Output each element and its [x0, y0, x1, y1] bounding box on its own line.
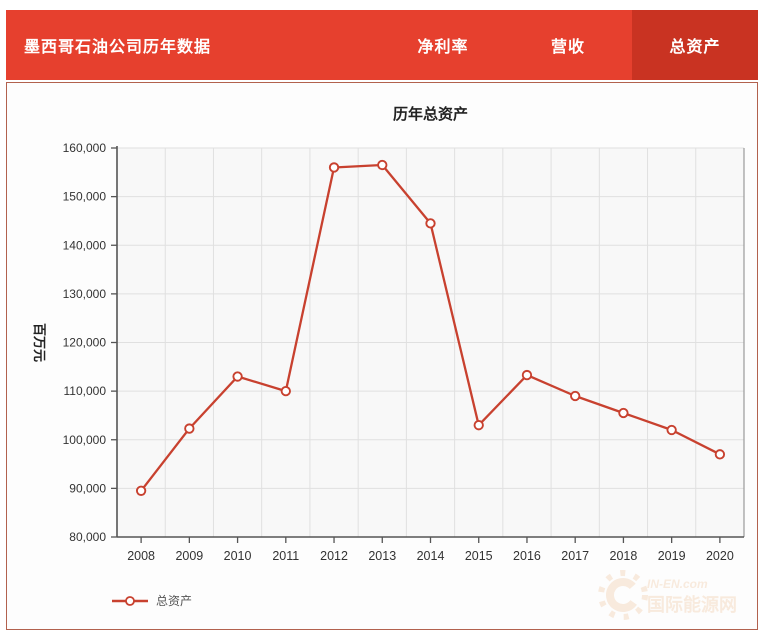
x-tick-label: 2019 [658, 549, 686, 563]
data-point-2009[interactable] [184, 423, 195, 434]
main-card: 墨西哥石油公司历年数据 净利率 营收 总资产 历年总资产 80,000 90,00… [6, 10, 758, 630]
data-point-2016[interactable] [521, 369, 533, 381]
x-tick-label: 2018 [610, 549, 638, 563]
app-header: 墨西哥石油公司历年数据 净利率 营收 总资产 [6, 10, 758, 80]
x-tick-label: 2014 [417, 549, 445, 563]
legend-label: 总资产 [156, 594, 193, 608]
y-axis-title: 百万元 [32, 323, 47, 362]
tab-revenue[interactable]: 营收 [550, 39, 585, 56]
y-tick-label: 130,000 [63, 287, 107, 301]
x-tick-label: 2009 [175, 549, 203, 563]
y-tick-label: 140,000 [63, 238, 107, 252]
app-title: 墨西哥石油公司历年数据 [24, 39, 212, 56]
data-point-2012[interactable] [328, 162, 340, 173]
x-tick-label: 2015 [465, 549, 493, 563]
chart-title: 历年总资产 [392, 106, 468, 123]
data-point-2020[interactable] [714, 449, 726, 460]
tab-net-margin[interactable]: 净利率 [417, 39, 469, 56]
data-point-2018[interactable] [618, 407, 629, 419]
chart-panel: 历年总资产 80,000 90,000 100,000 110,000 120,000 1… [6, 82, 758, 630]
data-point-2010[interactable] [232, 371, 243, 382]
x-tick-label: 2013 [368, 549, 396, 563]
y-tick-label: 80,000 [69, 530, 106, 544]
y-tick-label: 150,000 [63, 190, 107, 204]
y-tick-label: 110,000 [64, 384, 107, 398]
data-point-2019[interactable] [666, 424, 677, 436]
data-point-2008[interactable] [135, 485, 147, 496]
data-point-2017[interactable] [570, 390, 581, 402]
y-tick-label: 100,000 [63, 433, 107, 447]
y-tick-label: 90,000 [69, 481, 106, 495]
x-tick-label: 2010 [224, 549, 252, 563]
x-tick-label: 2016 [513, 549, 541, 563]
total-assets-line-chart: 80,000 90,000 100,000 110,000 120,000 130,000… [32, 141, 745, 563]
tab-total-assets[interactable]: 总资产 [632, 10, 758, 80]
y-tick-label: 120,000 [63, 336, 107, 350]
legend-item-total-assets[interactable]: 总资产 [111, 592, 192, 609]
data-point-2015[interactable] [473, 420, 484, 431]
x-tick-label: 2012 [320, 549, 348, 563]
x-tick-label: 2017 [561, 549, 589, 563]
data-point-2014[interactable] [425, 218, 436, 229]
x-tick-label: 2008 [127, 549, 155, 563]
legend-line-marker-icon [112, 595, 148, 606]
x-tick-label: 2011 [272, 549, 299, 563]
x-tick-label: 2020 [706, 549, 734, 563]
y-tick-label: 160,000 [63, 141, 107, 155]
data-point-2011[interactable] [280, 385, 291, 397]
data-point-2013[interactable] [377, 159, 388, 171]
